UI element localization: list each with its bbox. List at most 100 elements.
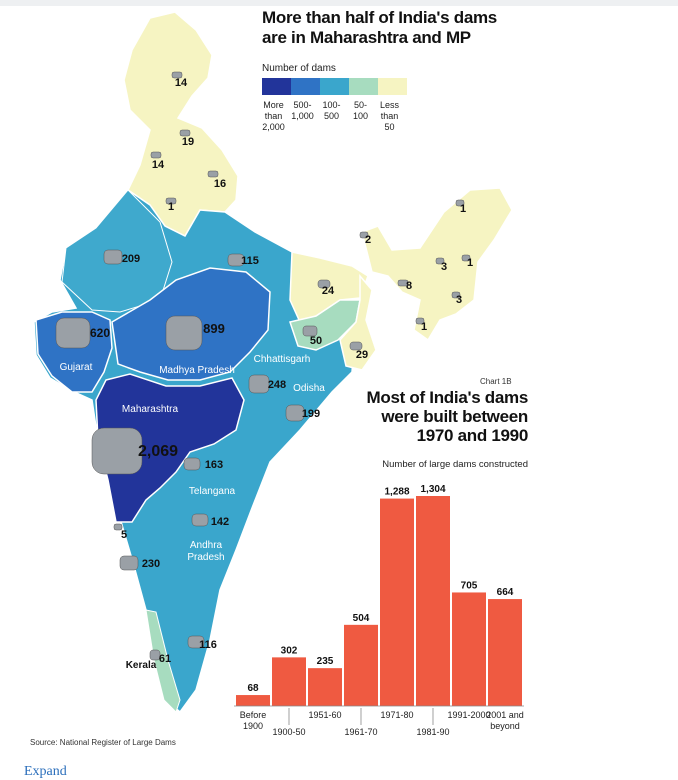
map-count-label: 1 [460,203,466,215]
bar-value-label: 1,304 [420,484,445,495]
dam-icon [397,279,409,287]
map-count-label: 3 [441,261,447,273]
bar-value-label: 1,288 [384,487,409,498]
legend-label: 50- 100 [352,100,369,121]
map-count-label: 29 [356,349,368,361]
dam-icon [165,315,203,351]
map-count-label: 50 [310,335,322,347]
map-count-label: 5 [121,529,127,541]
bar [272,657,306,706]
expand-link[interactable]: Expand [24,764,67,779]
map-count-label: 8 [406,280,412,292]
dam-icon [285,404,305,422]
dam-icon [149,649,161,661]
category-label: 1900-50 [272,727,305,737]
map-count-label: 61 [159,653,171,665]
legend-swatch [349,78,378,95]
dam-markers [55,71,471,661]
dam-icon [207,170,219,178]
bar-value-label: 235 [317,656,334,667]
category-label: 1991-2000 [447,710,490,720]
map-count-label: 3 [456,294,462,306]
dam-icon [103,249,123,265]
map-state-name: Kerala [126,660,157,671]
map-count-label: 142 [211,516,229,528]
dam-icon [113,523,123,531]
map-count-label: 19 [182,136,194,148]
dam-icon [119,555,139,571]
legend-swatch [320,78,349,95]
map-count-label: 14 [175,77,188,89]
map-count-label: 14 [152,159,165,171]
bar [308,668,342,706]
map-count-label: 199 [302,408,320,420]
bar [344,624,378,706]
bar [452,592,486,706]
map-count-label: 620 [90,326,110,340]
dam-icon [91,427,143,475]
map-count-label: 1 [421,321,427,333]
dam-icon [191,513,209,527]
dam-icon [248,374,270,394]
top-bar [0,0,678,6]
legend-swatch [378,78,407,95]
map-count-label: 163 [205,459,223,471]
map-count-label: 2,069 [138,443,178,460]
map-state-name: Odisha [293,383,325,394]
chart-subtitle: Number of large dams constructed [382,459,528,470]
bar-value-label: 705 [461,580,478,591]
dam-icon [165,197,177,205]
chart-title-line-3: 1970 and 1990 [416,426,529,445]
category-label: 2001 and [486,710,524,720]
map-count-label: 209 [122,253,140,265]
dam-icon [187,635,205,649]
category-label: 1971-80 [380,710,413,720]
legend-label: 500- 1,000 [291,100,314,121]
dam-icon [150,151,162,159]
bar-value-label: 504 [353,613,370,624]
map-state-name: Chhattisgarh [254,354,311,365]
legend-labels: More than 2,000 500- 1,000 100- 500 50- 100… [259,100,404,133]
chart-tag: Chart 1B [480,377,512,386]
chart-title-line-1: Most of India's dams [366,388,529,407]
dam-icon [415,317,425,325]
map-state-name: Pradesh [187,552,224,563]
category-label: 1981-90 [416,727,449,737]
dam-icon [55,317,91,349]
dam-icon [227,253,245,267]
map-count-label: 116 [199,639,217,651]
map-count-label: 16 [214,178,226,190]
map-count-label: 1 [168,201,174,213]
map-state-name: Maharashtra [122,404,179,415]
bar [236,695,270,706]
map-region-gujarat [35,311,113,393]
bar [380,498,414,706]
dam-icon [359,231,369,239]
dam-icon [435,257,445,265]
dam-icon [179,129,191,137]
legend-swatch [262,78,291,95]
dam-icon [349,341,363,351]
dam-icon [171,71,183,79]
category-label: 1961-70 [344,727,377,737]
legend-swatch [291,78,320,95]
map-count-label: 2 [365,234,371,246]
legend-title: Number of dams [262,63,336,74]
chart-title: Most of India's dams were built between … [360,388,529,445]
category-label: beyond [490,721,520,731]
map-count-label: 1 [467,257,473,269]
map-state-name: Andhra [190,540,223,551]
map-title-line-1: More than half of India's dams [262,8,497,27]
dam-icon [317,279,331,289]
map-title: More than half of India's dams are in Ma… [262,8,522,48]
source-note: Source: National Register of Large Dams [30,738,176,747]
map-count-label: 899 [203,321,225,336]
category-label: Before [240,710,267,720]
bar-value-label: 68 [247,683,259,694]
dam-icon [455,199,465,207]
dam-icon [451,291,461,299]
map-count-label: 24 [322,285,335,297]
